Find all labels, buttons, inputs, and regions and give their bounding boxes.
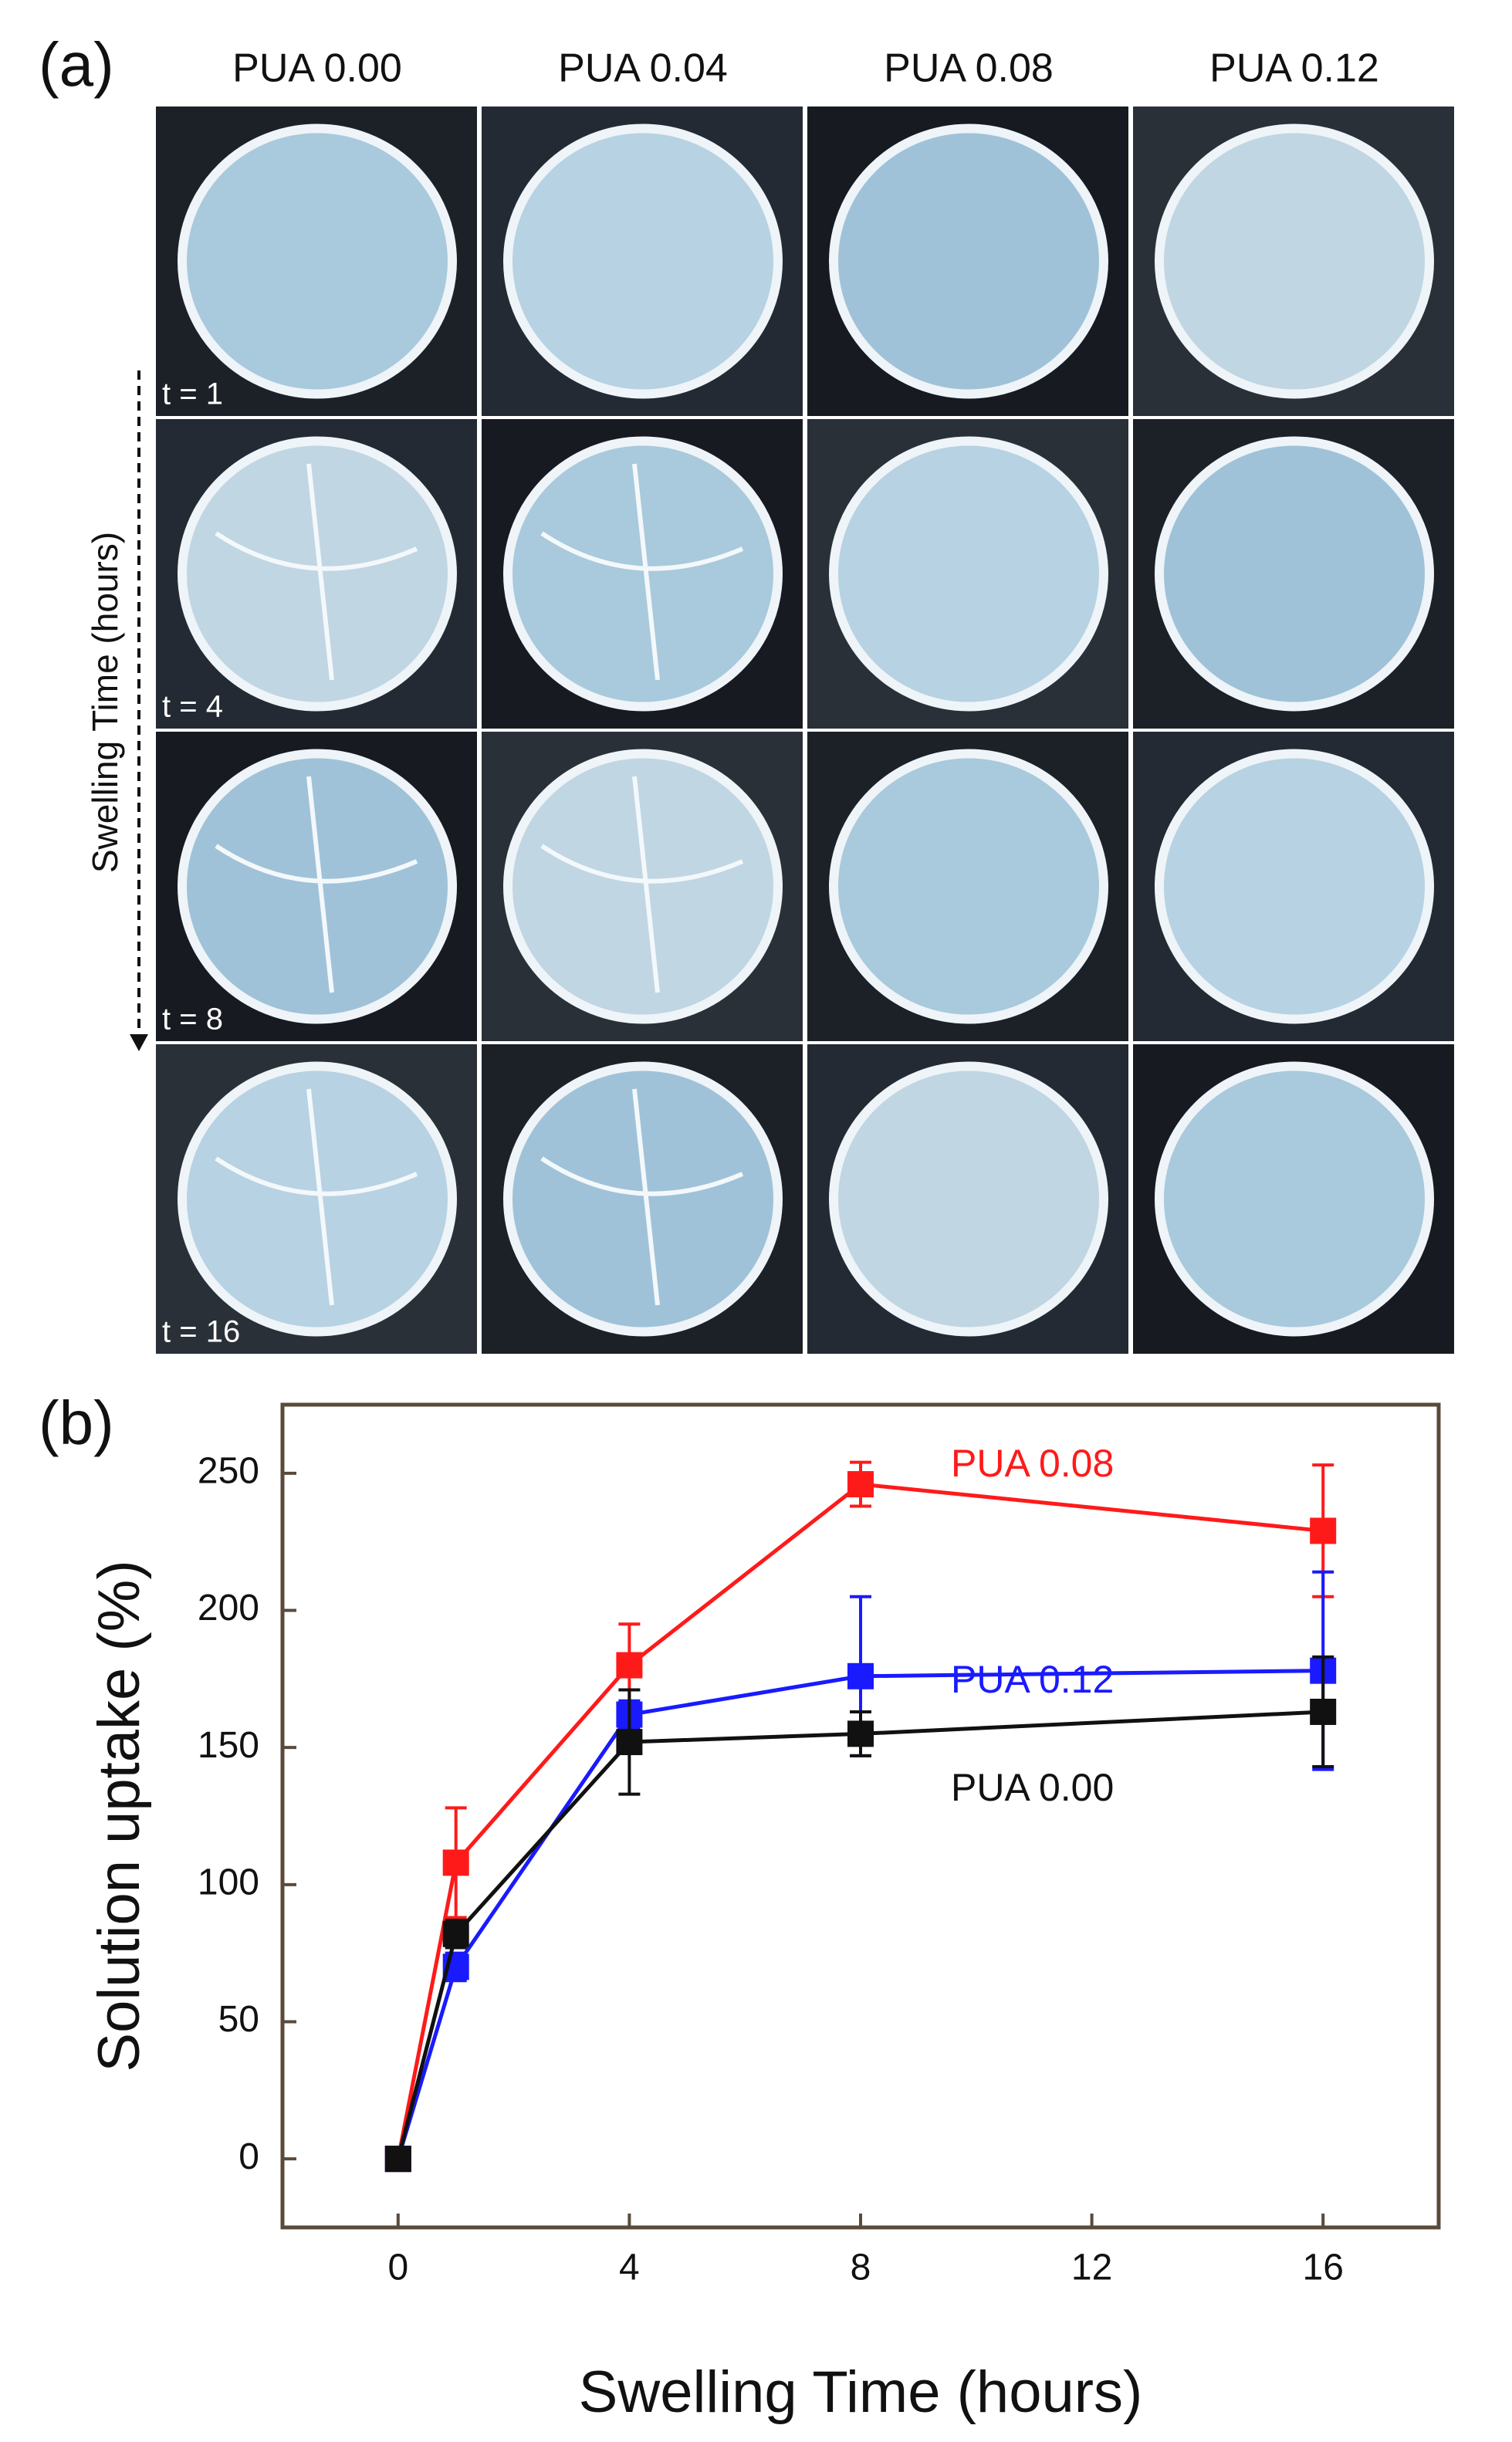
x-tick-label: 12 [1071, 2248, 1112, 2288]
x-tick-label: 16 [1303, 2248, 1344, 2288]
y-tick-label: 50 [218, 1999, 259, 2040]
hydrogel-disc [829, 1061, 1108, 1337]
hydrogel-disc [178, 123, 457, 399]
hydrogel-disc [1155, 123, 1434, 399]
crack [215, 776, 418, 993]
hydrogel-disc [1155, 436, 1434, 712]
marker [442, 1920, 469, 1947]
hydrogel-disc [503, 749, 783, 1024]
x-tick-label: 8 [851, 2248, 871, 2288]
marker [442, 1849, 469, 1876]
column-label: PUA 0.12 [1209, 46, 1379, 91]
row-label: t = 1 [162, 377, 223, 411]
marker [1310, 1698, 1337, 1725]
hydrogel-disc [829, 123, 1108, 399]
crack [540, 1088, 744, 1306]
y-tick-label: 0 [238, 2136, 259, 2177]
row-label: t = 8 [162, 1003, 223, 1037]
y-tick-label: 100 [198, 1862, 259, 1903]
y-tick-label: 250 [198, 1451, 259, 1492]
series-label: PUA 0.12 [951, 1658, 1114, 1701]
hydrogel-disc [178, 1061, 457, 1337]
marker [1310, 1517, 1337, 1544]
y-tick-label: 150 [198, 1725, 259, 1766]
hydrogel-disc [1155, 749, 1434, 1024]
series-label: PUA 0.00 [951, 1766, 1114, 1809]
x-axis-title: Swelling Time (hours) [579, 2359, 1143, 2425]
row-label: t = 4 [162, 690, 223, 724]
marker [847, 1662, 874, 1689]
marker [616, 1652, 643, 1679]
marker [847, 1720, 874, 1747]
hydrogel-disc [1155, 1061, 1434, 1337]
column-label: PUA 0.00 [232, 46, 402, 91]
hydrogel-disc [829, 749, 1108, 1024]
crack [540, 463, 744, 681]
x-tick-label: 0 [387, 2248, 408, 2288]
marker [847, 1471, 874, 1498]
series-label: PUA 0.08 [951, 1442, 1114, 1485]
marker [384, 2146, 411, 2173]
y-tick-label: 200 [198, 1588, 259, 1629]
x-tick-label: 4 [619, 2248, 640, 2288]
swelling-axis-label: Swelling Time (hours) [85, 532, 125, 873]
arrow-head [130, 1034, 148, 1051]
panel-label: (b) [39, 1388, 114, 1457]
hydrogel-disc [178, 436, 457, 712]
hydrogel-disc [503, 123, 783, 399]
series-line [396, 1482, 1324, 2160]
column-label: PUA 0.08 [884, 46, 1054, 91]
hydrogel-disc [829, 436, 1108, 712]
y-axis-title: Solution uptake (%) [86, 1560, 152, 2072]
marker [616, 1729, 643, 1756]
hydrogel-disc [503, 436, 783, 712]
photo-grid: t = 1 t = 4 t = 8 t = 16 [156, 107, 1454, 1354]
column-label: PUA 0.04 [558, 46, 728, 91]
crack [215, 1088, 418, 1306]
series-line [396, 1710, 1324, 2160]
crack [540, 776, 744, 993]
hydrogel-disc [503, 1061, 783, 1337]
crack [215, 463, 418, 681]
panel-label: (a) [39, 30, 114, 99]
row-label: t = 16 [162, 1315, 240, 1349]
hydrogel-disc [178, 749, 457, 1024]
